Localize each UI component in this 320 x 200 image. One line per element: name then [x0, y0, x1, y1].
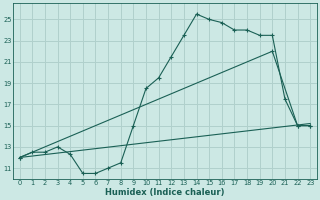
X-axis label: Humidex (Indice chaleur): Humidex (Indice chaleur) — [105, 188, 225, 197]
